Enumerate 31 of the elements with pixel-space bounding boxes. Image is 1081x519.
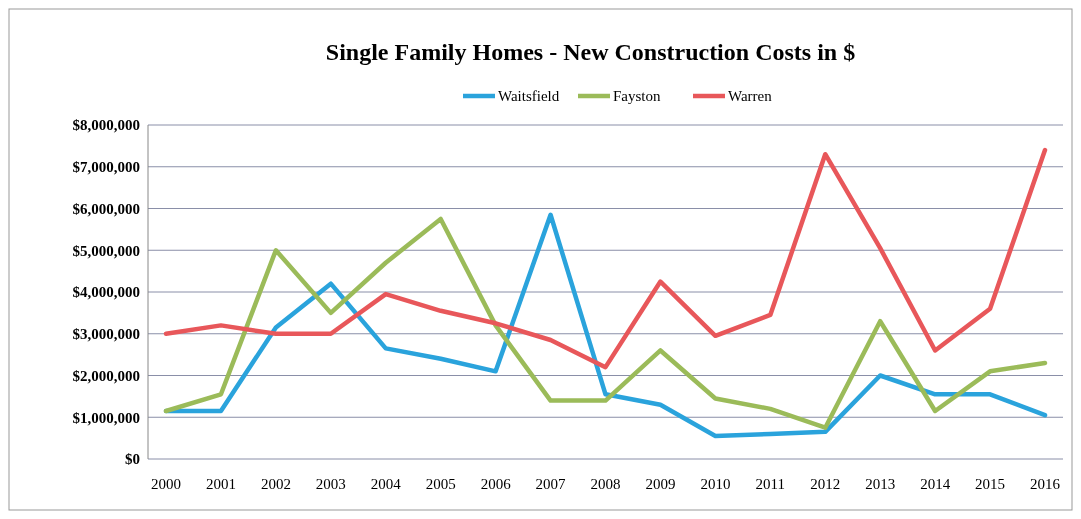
x-tick-label: 2006 [480,476,512,492]
x-tick-label: 2001 [205,476,236,492]
x-tick-label: 2016 [1030,476,1061,492]
x-tick-label: 2011 [755,476,786,492]
y-tick-label: $0 [125,451,140,468]
x-tick-label: 2015 [975,476,1006,492]
y-tick-label: $1,000,000 [72,409,140,426]
y-tick-label: $6,000,000 [72,200,140,217]
x-tick-label: 2014 [920,476,951,492]
x-tick-label: 2009 [645,476,676,492]
y-tick-label: $4,000,000 [72,284,140,301]
y-tick-label: $2,000,000 [72,367,140,384]
x-tick-label: 2008 [590,476,621,492]
legend-label: Fayston [613,88,661,105]
line-series [163,147,1048,370]
x-tick-label: 2010 [700,476,731,492]
x-tick-label: 2005 [425,476,456,492]
x-tick-label: 2002 [260,476,291,492]
x-tick-label: 2007 [535,476,567,492]
y-tick-label: $3,000,000 [72,326,140,342]
x-tick-label: 2003 [315,476,346,492]
y-tick-label: $7,000,000 [72,159,140,175]
x-tick-label: 2013 [865,476,896,492]
legend-label: Warren [728,88,773,105]
x-tick-label: 2000 [151,476,181,492]
x-tick-label: 2012 [810,476,841,492]
legend-label: Waitsfield [498,88,560,105]
y-tick-label: $8,000,000 [72,117,140,134]
chart-title: Single Family Homes - New Construction Costs in $ [325,39,856,65]
x-tick-label: 2004 [370,476,402,492]
y-tick-label: $5,000,000 [72,242,140,259]
